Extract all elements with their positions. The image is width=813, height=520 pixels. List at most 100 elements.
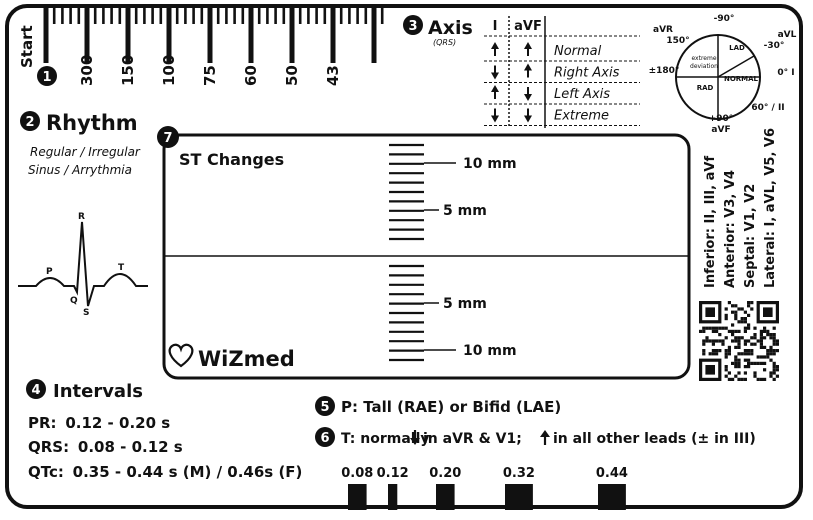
interval-qtc: QTc: 0.35 - 0.44 s (M) / 0.46s (F) [28, 463, 302, 481]
p-wave-text: P: Tall (RAE) or Bifid (LAE) [341, 398, 561, 416]
st-lower-10mm: 10 mm [463, 343, 517, 359]
arrow-down-icon [524, 108, 532, 123]
svg-text:7: 7 [163, 131, 172, 146]
axis-row-label: Normal [554, 44, 602, 59]
ruler-rate-label: 300 [78, 55, 96, 86]
duration-bar-label: 0.20 [429, 466, 461, 481]
duration-bar-label: 0.44 [596, 466, 628, 481]
interval-pr-key: PR: [28, 414, 57, 432]
interval-qtc-value: 0.35 - 0.44 s (M) / 0.46s (F) [73, 463, 303, 481]
wheel-lower-right: 60° / II [751, 103, 784, 113]
ruler-rate-label: 60 [242, 65, 260, 86]
interval-pr: PR: 0.12 - 0.20 s [28, 414, 170, 432]
svg-text:6: 6 [320, 431, 329, 446]
brand-name: WiZmed [198, 347, 295, 371]
ruler-rate-label: 50 [283, 65, 301, 86]
axis-row: Right Axis [484, 63, 640, 83]
svg-text:4: 4 [31, 383, 40, 398]
wheel-avl: aVL [778, 30, 797, 40]
axis-subtitle: (QRS) [433, 38, 456, 47]
wheel-q-rad: RAD [697, 84, 714, 92]
axis-section: 3 Axis (QRS) I aVF Normal Right Axis Left … [403, 14, 797, 135]
wave-label-s: S [83, 308, 89, 318]
interval-qrs-key: QRS: [28, 438, 69, 456]
ruler-rate-label: 100 [160, 55, 178, 86]
rhythm-section: 2 Rhythm Regular / Irregular Sinus / Arr… [18, 111, 148, 318]
axis-title: Axis [428, 17, 473, 39]
svg-text:1: 1 [42, 70, 51, 85]
axis-rows: Normal Right Axis Left Axis Extreme [484, 42, 640, 126]
wave-label-p: P [46, 267, 53, 277]
duration-bar [505, 484, 533, 510]
wheel-q-extreme-2: deviation [690, 63, 718, 70]
ruler-ticks [43, 5, 384, 63]
lead-anterior: Anterior: V3, V4 [723, 170, 738, 288]
t-wave-prefix: T: normally [341, 431, 430, 447]
wheel-bottom-1: +90° [709, 114, 734, 124]
wheel-q-normal: NORMAL [724, 75, 759, 83]
arrow-up-icon [524, 63, 532, 78]
wheel-q-extreme-1: extreme [691, 55, 716, 62]
duration-bar [598, 484, 626, 510]
axis-row: Extreme [484, 108, 640, 126]
wheel-top: -90° [714, 14, 735, 24]
duration-bar-label: 0.08 [341, 466, 373, 481]
st-upper-5mm: 5 mm [443, 203, 487, 219]
duration-bar [436, 484, 455, 510]
duration-bars: 0.08 0.12 0.20 0.32 0.44 [341, 466, 628, 510]
arrow-up-icon [491, 85, 499, 99]
axis-col-avf: aVF [514, 19, 542, 34]
axis-row-label: Extreme [554, 109, 609, 124]
interval-qrs: QRS: 0.08 - 0.12 s [28, 438, 183, 456]
wheel-bottom-2: aVF [711, 125, 730, 135]
interval-qtc-key: QTc: [28, 463, 64, 481]
rate-ruler: Start 300 150 100 75 60 50 43 [18, 5, 384, 86]
interval-qrs-value: 0.08 - 0.12 s [78, 438, 183, 456]
svg-text:3: 3 [408, 19, 417, 34]
intervals-title: Intervals [53, 381, 143, 402]
duration-bar [388, 484, 398, 510]
axis-col-i: I [493, 19, 498, 34]
st-lower-5mm: 5 mm [443, 296, 487, 312]
arrow-up-icon [491, 42, 499, 56]
wave-label-r: R [78, 212, 85, 222]
p-wave-section: 5 P: Tall (RAE) or Bifid (LAE) [315, 396, 561, 416]
duration-bar-label: 0.32 [503, 466, 535, 481]
duration-bar-label: 0.12 [377, 466, 409, 481]
st-upper-10mm: 10 mm [463, 156, 517, 172]
arrow-down-icon [410, 430, 420, 445]
st-lower-scale [389, 264, 424, 362]
ecg-waveform [18, 221, 148, 307]
heart-logo-icon [168, 343, 194, 368]
axis-row-label: Right Axis [554, 66, 620, 81]
wheel-left: ±180° [649, 66, 680, 76]
arrow-up-icon [540, 430, 550, 445]
arrow-up-icon [524, 42, 532, 56]
wave-label-q: Q [70, 296, 78, 306]
axis-wheel: extreme deviation LAD RAD NORMAL -90° aV… [649, 14, 797, 135]
ruler-rate-label: 75 [201, 65, 219, 86]
lead-inferior: Inferior: II, III, aVf [703, 156, 718, 288]
st-changes-section: 7 ST Changes 10 mm 5 mm 5 mm 10 mm WiZme… [157, 126, 691, 380]
wheel-right: 0° I [777, 68, 794, 78]
axis-row: Left Axis [484, 85, 640, 105]
duration-bar [348, 484, 367, 510]
lead-groups: Inferior: II, III, aVf Anterior: V3, V4 … [703, 128, 778, 288]
ruler-labels: 300 150 100 75 60 50 43 [78, 55, 342, 86]
rhythm-line-2: Sinus / Arrythmia [28, 163, 132, 177]
axis-row: Normal [484, 42, 640, 62]
rhythm-title: Rhythm [46, 111, 138, 135]
arrow-down-icon [524, 87, 532, 101]
lead-lateral: Lateral: I, aVL, V5, V6 [763, 128, 778, 288]
wheel-avr: aVR [653, 25, 673, 35]
axis-row-label: Left Axis [554, 87, 610, 102]
wheel-q-lad: LAD [729, 44, 745, 52]
wheel-150: 150° [666, 36, 689, 46]
st-upper-scale [389, 143, 424, 241]
lead-septal: Septal: V1, V2 [743, 184, 758, 288]
section-1-badge: 1 [37, 66, 57, 86]
t-wave-suffix: in all other leads (± in III) [553, 431, 756, 447]
arrow-down-icon [491, 65, 499, 80]
svg-text:2: 2 [25, 115, 34, 130]
